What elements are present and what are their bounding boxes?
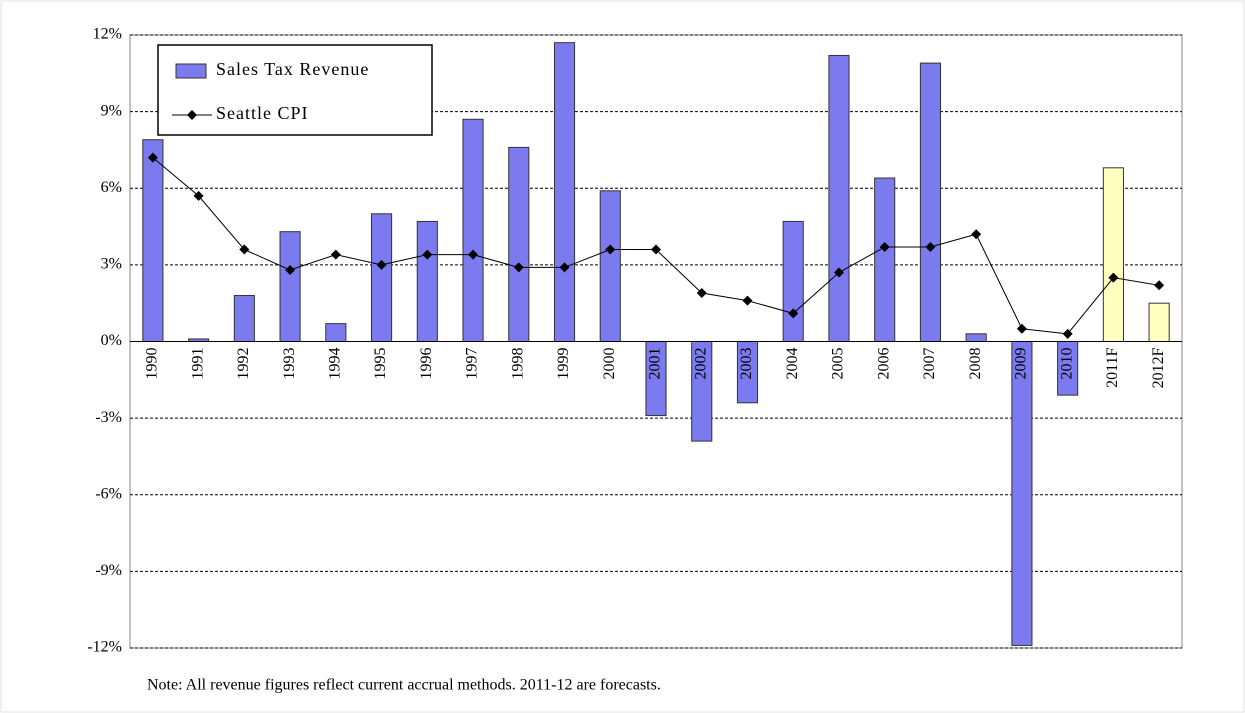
bar bbox=[416, 220, 438, 342]
x-tick-label: 2011F bbox=[1104, 347, 1121, 387]
bar bbox=[279, 231, 301, 343]
bar bbox=[1148, 302, 1170, 342]
bar bbox=[553, 42, 576, 342]
marker bbox=[1062, 328, 1073, 339]
x-tick-label: 2012F bbox=[1150, 347, 1167, 388]
x-tick-label: 2006 bbox=[875, 348, 892, 380]
y-tick-label: 6% bbox=[101, 179, 122, 196]
legend-marker bbox=[187, 110, 197, 120]
x-tick-label: 2010 bbox=[1058, 348, 1075, 380]
bar bbox=[1102, 167, 1124, 342]
x-tick-label: 2002 bbox=[692, 348, 709, 380]
bar bbox=[599, 190, 621, 342]
x-tick-label: 1992 bbox=[235, 348, 252, 380]
y-tick-label: -6% bbox=[95, 485, 122, 502]
marker bbox=[833, 267, 844, 278]
x-tick-label: 1997 bbox=[464, 348, 481, 380]
x-tick-label: 1998 bbox=[509, 348, 526, 380]
x-tick-label: 1996 bbox=[418, 348, 435, 380]
bar bbox=[233, 295, 255, 342]
marker bbox=[696, 287, 707, 298]
bar bbox=[142, 139, 164, 342]
marker bbox=[1154, 280, 1165, 291]
note: Note: All revenue figures reflect curren… bbox=[147, 677, 661, 694]
y-tick-label: -12% bbox=[87, 639, 122, 656]
marker bbox=[239, 244, 250, 255]
bar bbox=[782, 220, 804, 342]
y-tick-label: 0% bbox=[101, 332, 122, 349]
marker bbox=[422, 249, 433, 260]
x-tick-label: 1993 bbox=[281, 348, 298, 380]
y-tick-label: 3% bbox=[101, 256, 122, 273]
legend-box bbox=[157, 44, 433, 136]
bar bbox=[325, 323, 347, 342]
x-tick-label: 1999 bbox=[555, 348, 572, 380]
marker bbox=[376, 259, 387, 270]
bar bbox=[874, 177, 896, 342]
marker bbox=[879, 241, 890, 252]
marker bbox=[559, 262, 570, 273]
x-tick-label: 2009 bbox=[1013, 348, 1030, 380]
x-tick-label: 2001 bbox=[647, 348, 664, 380]
bar bbox=[371, 213, 393, 343]
marker bbox=[330, 249, 341, 260]
x-tick-label: 1995 bbox=[372, 348, 389, 380]
marker bbox=[513, 262, 524, 273]
marker bbox=[742, 295, 753, 306]
bar bbox=[965, 333, 987, 342]
marker bbox=[605, 244, 616, 255]
marker bbox=[651, 244, 661, 255]
y-tick-label: 9% bbox=[101, 102, 122, 119]
marker bbox=[971, 229, 982, 240]
x-tick-label: 2005 bbox=[830, 348, 847, 380]
marker bbox=[193, 190, 204, 201]
bar bbox=[1011, 341, 1033, 646]
bar bbox=[462, 118, 484, 342]
marker bbox=[468, 249, 479, 260]
x-tick-label: 2000 bbox=[601, 348, 618, 380]
y-tick-label: -9% bbox=[95, 562, 122, 579]
legend-swatch bbox=[175, 63, 207, 79]
x-tick-label: 2003 bbox=[738, 348, 755, 380]
x-tick-label: 2007 bbox=[921, 348, 938, 380]
x-tick-label: 1991 bbox=[189, 348, 206, 380]
legend-label: Seattle CPI bbox=[216, 103, 309, 123]
marker bbox=[285, 264, 296, 275]
legend-label: Sales Tax Revenue bbox=[216, 59, 369, 79]
marker bbox=[1108, 272, 1119, 283]
marker bbox=[147, 152, 158, 163]
y-tick-label: -3% bbox=[95, 409, 122, 426]
marker bbox=[925, 241, 936, 252]
marker bbox=[1016, 323, 1027, 334]
bar bbox=[919, 62, 941, 343]
marker bbox=[788, 308, 799, 319]
x-tick-label: 1990 bbox=[144, 348, 161, 380]
y-tick-label: 12% bbox=[93, 26, 122, 43]
bar bbox=[508, 146, 530, 342]
x-tick-label: 2004 bbox=[784, 348, 801, 380]
x-tick-label: 2008 bbox=[967, 348, 984, 380]
bar bbox=[828, 54, 850, 343]
x-tick-label: 1994 bbox=[326, 348, 343, 380]
